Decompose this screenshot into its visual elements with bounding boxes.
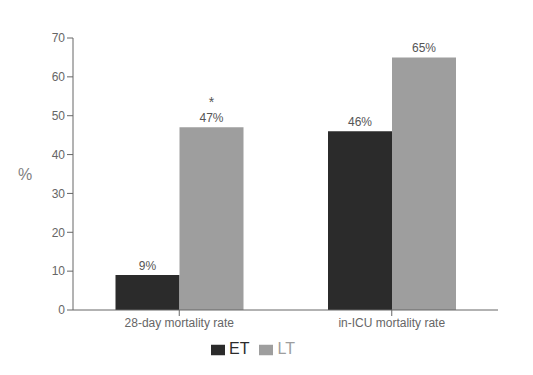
svg-text:30: 30 <box>52 187 66 201</box>
svg-text:46%: 46% <box>348 115 372 129</box>
svg-text:%: % <box>18 166 32 183</box>
html-text:LT: LT <box>277 340 295 357</box>
svg-text:in-ICU mortality rate: in-ICU mortality rate <box>338 316 445 330</box>
svg-text:10: 10 <box>52 264 66 278</box>
svg-text:20: 20 <box>52 226 66 240</box>
svg-text:50: 50 <box>52 109 66 123</box>
svg-text:9%: 9% <box>139 259 157 273</box>
svg-text:65%: 65% <box>412 41 436 55</box>
svg-text:60: 60 <box>52 70 66 84</box>
svg-text:70: 70 <box>52 31 66 45</box>
html-text:ET: ET <box>229 340 250 357</box>
svg-text:28-day mortality rate: 28-day mortality rate <box>125 316 235 330</box>
svg-text:47%: 47% <box>199 111 223 125</box>
svg-text:40: 40 <box>52 148 66 162</box>
svg-text:*: * <box>209 94 215 110</box>
svg-text:0: 0 <box>58 303 65 317</box>
